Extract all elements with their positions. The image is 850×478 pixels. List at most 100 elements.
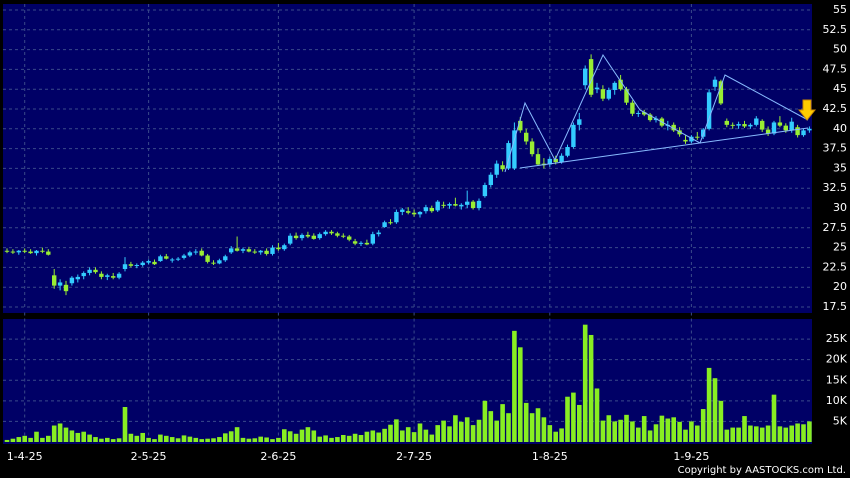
candle-body	[565, 147, 570, 156]
candle-body	[40, 250, 45, 252]
candle-body	[193, 251, 198, 253]
volume-bar	[146, 437, 151, 442]
volume-bar	[742, 416, 747, 442]
volume-bar	[783, 427, 789, 442]
volume-bar	[405, 427, 411, 442]
volume-panel	[3, 319, 812, 444]
candle-body	[276, 247, 281, 250]
volume-bar	[258, 436, 263, 442]
copyright: Copyright by AASTOCKS.com Ltd.	[678, 465, 846, 476]
candle-body	[488, 174, 493, 186]
candle-body	[93, 269, 98, 273]
candle-body	[46, 251, 51, 255]
volume-bar	[683, 429, 688, 442]
volume-bar	[317, 436, 322, 442]
volume-bar	[51, 425, 57, 442]
volume-bar	[305, 427, 311, 442]
candle-body	[642, 112, 647, 115]
candle-body	[671, 124, 676, 131]
volume-bar	[500, 404, 505, 442]
candle-body	[506, 143, 511, 169]
candle-body	[128, 264, 134, 266]
volume-bar	[152, 439, 157, 442]
volume-bar	[116, 438, 122, 442]
candle-body	[647, 114, 653, 121]
volume-bar	[789, 425, 794, 442]
volume-bar	[470, 425, 476, 442]
volume-bar	[535, 408, 541, 442]
volume-bar	[358, 435, 364, 442]
volume-bar	[346, 435, 352, 442]
volume-bar	[482, 400, 488, 442]
candle-body	[152, 261, 157, 265]
volume-bar	[57, 423, 63, 442]
volume-bar	[464, 417, 470, 442]
candle-body	[323, 231, 328, 235]
volume-bar	[488, 411, 494, 442]
candle-body	[305, 234, 311, 237]
candle-body	[99, 273, 104, 277]
volume-bar	[140, 432, 145, 442]
volume-bar	[158, 434, 163, 442]
candle-body	[718, 81, 724, 104]
volume-bar	[494, 420, 499, 442]
volume-bar	[311, 430, 317, 442]
candle-body	[335, 233, 340, 236]
y-tick-label: 15K	[826, 373, 848, 386]
volume-bar	[63, 427, 69, 442]
candle-body	[577, 119, 582, 125]
neckline	[519, 127, 809, 169]
candle-body	[293, 235, 299, 239]
volume-bar	[677, 421, 682, 442]
y-tick-label: 40	[833, 122, 847, 135]
volume-bar	[282, 429, 287, 442]
volume-bar	[801, 424, 806, 442]
candle-body	[447, 204, 452, 206]
candle-body	[4, 250, 10, 252]
candle-body	[394, 211, 399, 223]
volume-bar	[553, 431, 558, 442]
candle-body	[16, 250, 21, 253]
candle-body	[382, 222, 387, 228]
candle-body	[783, 125, 788, 131]
volume-bar	[264, 437, 269, 442]
candle-body	[205, 255, 210, 262]
volume-bar	[700, 409, 706, 442]
candle-body	[524, 132, 529, 142]
volume-bar	[246, 438, 252, 442]
x-tick-label: 1-9-25	[673, 450, 709, 463]
volume-bar	[671, 417, 676, 442]
candle-body	[164, 256, 169, 259]
candle-body	[75, 276, 80, 280]
volume-bar	[175, 438, 181, 442]
volume-bar	[69, 430, 75, 442]
volume-bar	[641, 416, 647, 442]
volume-bar	[341, 435, 346, 442]
volume-bar	[329, 437, 334, 442]
candle-body	[765, 129, 771, 134]
volume-bar	[211, 438, 216, 442]
volume-bar	[134, 435, 140, 442]
candle-body	[134, 265, 139, 267]
candle-body	[411, 212, 417, 215]
y-tick-label: 45	[833, 82, 847, 95]
candle-body	[181, 255, 187, 258]
candle-body	[240, 249, 246, 251]
candle-body	[724, 120, 729, 125]
candle-body	[87, 269, 92, 273]
volume-bar	[582, 324, 588, 442]
volume-bar	[441, 420, 446, 442]
candle-body	[512, 130, 517, 169]
candle-body	[364, 242, 370, 245]
volume-bar	[181, 435, 187, 442]
volume-bar	[411, 432, 417, 442]
volume-bar	[624, 414, 629, 442]
candle-body	[423, 207, 429, 212]
volume-bar	[523, 402, 529, 442]
y-tick-label: 25	[833, 241, 847, 254]
y-tick-label: 37.5	[823, 142, 848, 155]
volume-bar	[299, 429, 305, 442]
candle-body	[695, 136, 700, 138]
candle-body	[789, 121, 794, 131]
candle-body	[689, 136, 694, 142]
